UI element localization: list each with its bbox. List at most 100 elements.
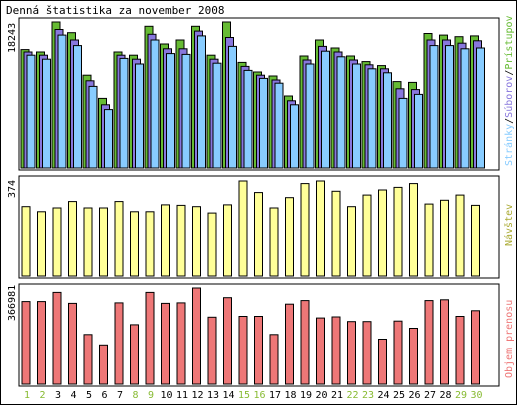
hits-bar-day-1 [26, 54, 36, 169]
visits-bar-day-22 [347, 206, 356, 277]
visits-bar-day-27 [424, 203, 434, 277]
day-label-9: 9 [148, 390, 154, 401]
hits-bar-day-4 [73, 45, 82, 169]
visits-bar-day-29 [455, 194, 465, 277]
visits-bar-day-9 [145, 211, 155, 277]
day-label-2: 2 [39, 390, 45, 401]
side-label-hits: Stránky [503, 124, 515, 166]
kbytes-bar-day-14 [223, 297, 232, 385]
day-label-25: 25 [393, 390, 405, 401]
day-labels: 1 2 3 4 5 6 7 8 9 10 11 12 13 14 15 16 17 18 19 20 21 22 23 24 2… [24, 390, 483, 401]
kbytes-bar-day-25 [393, 320, 403, 385]
hits-bar-day-29 [460, 48, 470, 169]
kbytes-bar-day-9 [145, 291, 155, 385]
hits-bar-day-11 [181, 53, 191, 169]
kbytes-bar-day-2 [37, 301, 46, 385]
kbytes-bar-day-21 [331, 316, 341, 385]
visits-bar-day-13 [207, 212, 217, 277]
kbytes-bar-day-24 [378, 339, 387, 385]
day-label-30: 30 [470, 390, 482, 401]
hits-bar-day-10 [166, 53, 175, 169]
kbytes-bar-day-18 [285, 303, 294, 385]
hits-bar-day-5 [88, 85, 98, 169]
hits-bar-day-14 [228, 45, 237, 169]
day-label-19: 19 [300, 390, 312, 401]
visits-bar-day-16 [254, 192, 263, 277]
visits-bar-day-1 [21, 206, 31, 277]
hits-bar-day-26 [414, 93, 423, 169]
kbytes-bar-day-17 [269, 334, 279, 385]
visits-bar-day-26 [409, 183, 418, 277]
hits-bar-day-24 [383, 72, 392, 169]
day-label-3: 3 [55, 390, 61, 401]
panel-visits-side-label: Návštev [503, 204, 515, 246]
visits-bar-day-5 [83, 207, 93, 277]
panel-kbytes-side-label: Objem prenosu [504, 300, 515, 378]
hits-bar-day-9 [150, 39, 160, 169]
kbytes-bar-day-23 [362, 321, 372, 385]
visits-bar-day-17 [269, 207, 279, 277]
day-label-7: 7 [117, 390, 123, 401]
panel-hits-frame [18, 17, 500, 171]
visits-bar-day-30 [471, 204, 480, 277]
kbytes-bar-day-19 [300, 300, 310, 385]
visits-bar-day-7 [114, 201, 124, 277]
day-label-20: 20 [315, 390, 327, 401]
chart-title: Denná štatistika za november 2008 [6, 4, 225, 17]
panel-visits-frame [18, 175, 500, 279]
kbytes-bar-day-22 [347, 321, 356, 385]
hits-bar-day-13 [212, 62, 222, 169]
hits-bar-day-28 [445, 45, 454, 169]
day-label-29: 29 [455, 390, 467, 401]
hits-bar-day-7 [119, 57, 129, 169]
panel-kbytes-max-label: 366981 [7, 285, 18, 321]
hits-bar-day-18 [290, 104, 299, 169]
panel-visits-max-label: 374 [7, 180, 18, 198]
kbytes-bar-day-29 [455, 316, 465, 385]
visits-bar-day-21 [331, 190, 341, 277]
visits-bar-day-6 [99, 207, 108, 277]
day-label-15: 15 [238, 390, 250, 401]
panel-kbytes-bars [21, 287, 480, 385]
visits-bar-day-28 [440, 199, 449, 277]
day-label-12: 12 [191, 390, 203, 401]
kbytes-bar-day-13 [207, 316, 217, 385]
side-label-files: Súborov [503, 76, 515, 118]
hits-bar-day-21 [336, 56, 346, 169]
day-label-21: 21 [331, 390, 343, 401]
visits-bar-day-8 [130, 211, 139, 277]
kbytes-bar-day-15 [238, 316, 248, 385]
kbytes-bar-day-27 [424, 300, 434, 385]
panel-hits-side-label: Stránky/Súborov/Prístupov [503, 15, 515, 166]
kbytes-bar-day-28 [440, 299, 449, 385]
hits-bar-day-15 [243, 69, 253, 169]
day-label-8: 8 [132, 390, 138, 401]
day-label-17: 17 [269, 390, 281, 401]
hits-bar-day-6 [104, 109, 113, 169]
kbytes-bar-day-7 [114, 302, 124, 385]
hits-bar-day-25 [398, 97, 408, 169]
day-label-6: 6 [101, 390, 107, 401]
visits-bar-day-14 [223, 204, 232, 277]
visits-bar-day-24 [378, 189, 387, 277]
day-label-1: 1 [24, 390, 30, 401]
visits-bar-day-25 [393, 186, 403, 277]
kbytes-bar-day-20 [316, 317, 325, 385]
visits-bar-day-23 [362, 194, 372, 277]
hits-bar-day-23 [367, 68, 377, 169]
kbytes-bar-day-3 [52, 291, 62, 385]
visits-bar-day-11 [176, 204, 186, 277]
visits-bar-day-12 [192, 206, 201, 277]
day-label-5: 5 [86, 390, 92, 401]
kbytes-bar-day-4 [68, 302, 77, 385]
visits-bar-day-4 [68, 201, 77, 277]
day-label-10: 10 [160, 390, 172, 401]
panel-visits-bars [21, 180, 480, 277]
hits-bar-day-12 [197, 35, 206, 169]
hits-bar-day-16 [259, 77, 268, 169]
kbytes-bar-day-10 [161, 302, 170, 385]
panel-kbytes-frame [18, 283, 500, 387]
day-label-22: 22 [346, 390, 358, 401]
